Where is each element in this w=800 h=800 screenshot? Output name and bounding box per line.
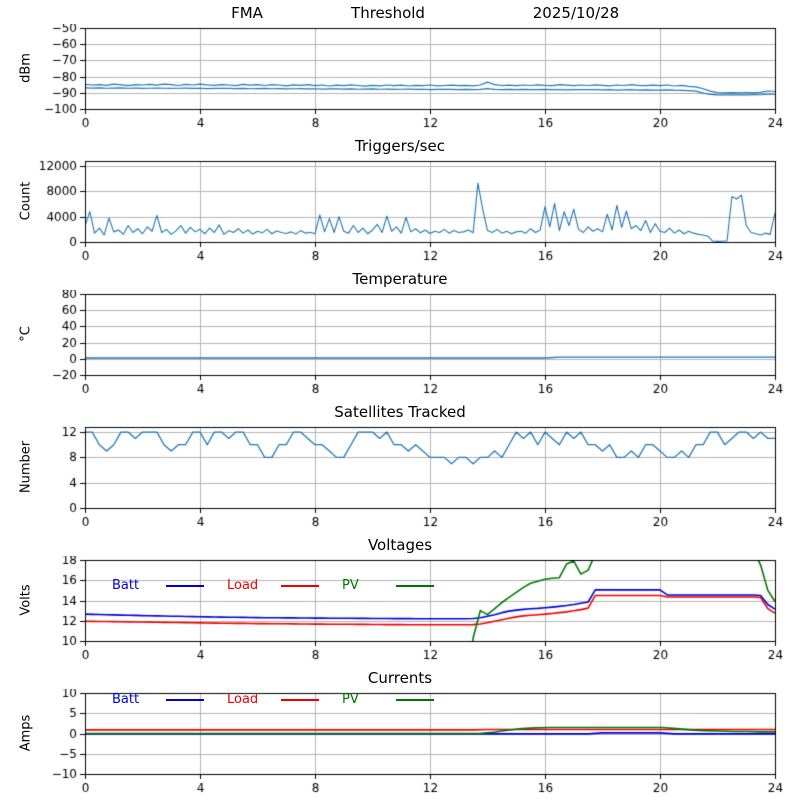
chart-title: Temperature [352, 270, 448, 288]
y-axis-label-count: Count [18, 181, 34, 221]
y-axis-label-dbm: dBm [18, 53, 34, 83]
legend-item-load: Load [227, 692, 342, 707]
y-axis-label-volts: Volts [18, 584, 34, 616]
chart-title: Triggers/sec [355, 137, 445, 155]
panel-voltages: Voltages Volts Batt Load PV [0, 532, 800, 665]
currents-chart-canvas [0, 689, 800, 798]
batt-line-sample [166, 584, 204, 587]
title-date: 2025/10/28 [532, 4, 620, 22]
satellites-chart-canvas [0, 423, 800, 532]
pv-line-sample [396, 698, 434, 701]
panel-satellites: Satellites Tracked Number [0, 399, 800, 532]
fma-threshold-chart-canvas [0, 24, 800, 133]
legend-item-load: Load [227, 578, 342, 593]
legend-label-load: Load [227, 692, 259, 707]
legend-item-batt: Batt [112, 692, 227, 707]
legend-label-batt: Batt [112, 692, 140, 707]
load-line-sample [281, 698, 319, 701]
panel-temperature: Temperature °C [0, 266, 800, 399]
chart-title: FMA Threshold 2025/10/28 [0, 0, 800, 24]
y-axis-label-celsius: °C [18, 326, 34, 342]
title-threshold: Threshold [351, 4, 425, 22]
panel-currents: Currents Amps Batt Load PV [0, 665, 800, 798]
legend-label-load: Load [227, 578, 259, 593]
panel-fma-threshold: FMA Threshold 2025/10/28 dBm [0, 0, 800, 133]
y-axis-label-amps: Amps [18, 714, 34, 752]
chart-title: Voltages [367, 536, 433, 554]
load-line-sample [281, 584, 319, 587]
legend-label-batt: Batt [112, 578, 140, 593]
voltages-chart-canvas [0, 556, 800, 665]
legend-label-pv: PV [342, 578, 359, 593]
legend-item-batt: Batt [112, 578, 227, 593]
legend-item-pv: PV [342, 692, 457, 707]
temperature-chart-canvas [0, 290, 800, 399]
pv-line-sample [396, 584, 434, 587]
chart-title: Satellites Tracked [334, 403, 466, 421]
title-fma: FMA [231, 4, 263, 22]
legend-label-pv: PV [342, 692, 359, 707]
triggers-chart-canvas [0, 157, 800, 266]
chart-title: Currents [367, 669, 433, 687]
batt-line-sample [166, 698, 204, 701]
legend-item-pv: PV [342, 578, 457, 593]
panel-triggers: Triggers/sec Count [0, 133, 800, 266]
currents-legend: Batt Load PV [112, 692, 457, 707]
voltages-legend: Batt Load PV [112, 578, 457, 593]
y-axis-label-number: Number [18, 440, 34, 494]
